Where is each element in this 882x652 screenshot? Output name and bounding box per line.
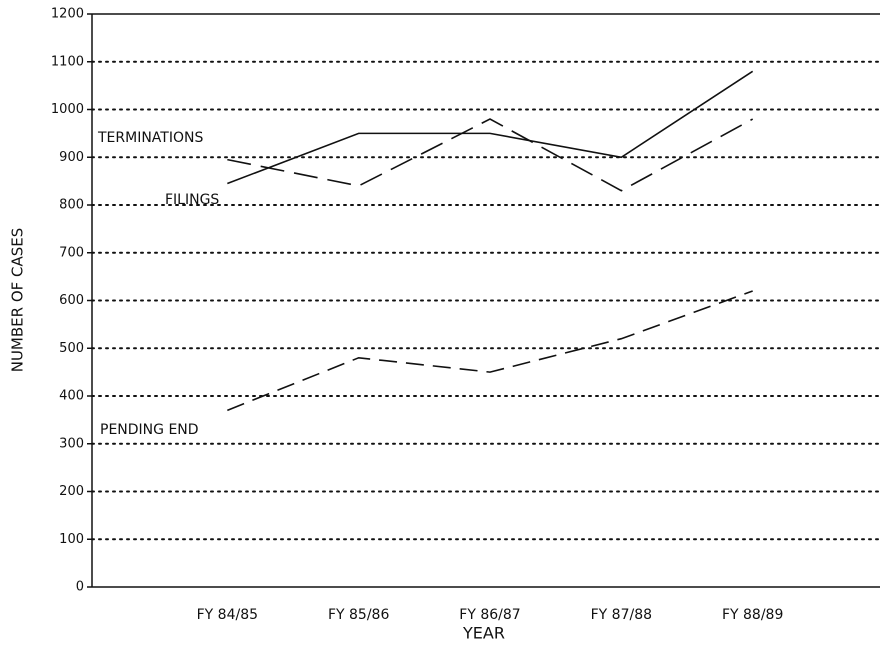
series-line: [227, 118, 754, 192]
y-tick-label: 800: [59, 198, 84, 213]
y-tick-label: 0: [76, 580, 84, 595]
y-tick-label: 600: [59, 293, 84, 308]
x-tick-label: FY 84/85: [197, 607, 258, 623]
series-label: FILINGS: [165, 192, 219, 208]
series-line: [227, 70, 754, 185]
x-tick-label: FY 86/87: [459, 607, 520, 623]
series-label: TERMINATIONS: [97, 130, 203, 146]
y-tick-label: 300: [59, 436, 84, 451]
y-tick-label: 200: [59, 484, 84, 499]
y-tick-label: 500: [59, 341, 84, 356]
x-axis-label: YEAR: [462, 624, 505, 643]
y-tick-label: 100: [59, 532, 84, 547]
y-tick-label: 900: [59, 150, 84, 165]
y-tick-label: 700: [59, 245, 84, 260]
y-tick-label: 1000: [51, 102, 84, 117]
series-label: PENDING END: [100, 422, 199, 438]
y-tick-label: 400: [59, 389, 84, 404]
y-tick-label: 1200: [51, 7, 84, 22]
x-tick-label: FY 87/88: [591, 607, 652, 623]
y-tick-label: 1100: [51, 54, 84, 69]
y-axis-label: NUMBER OF CASES: [9, 228, 27, 373]
series-line: [227, 290, 753, 412]
x-tick-label: FY 88/89: [722, 607, 783, 623]
x-tick-label: FY 85/86: [328, 607, 389, 623]
